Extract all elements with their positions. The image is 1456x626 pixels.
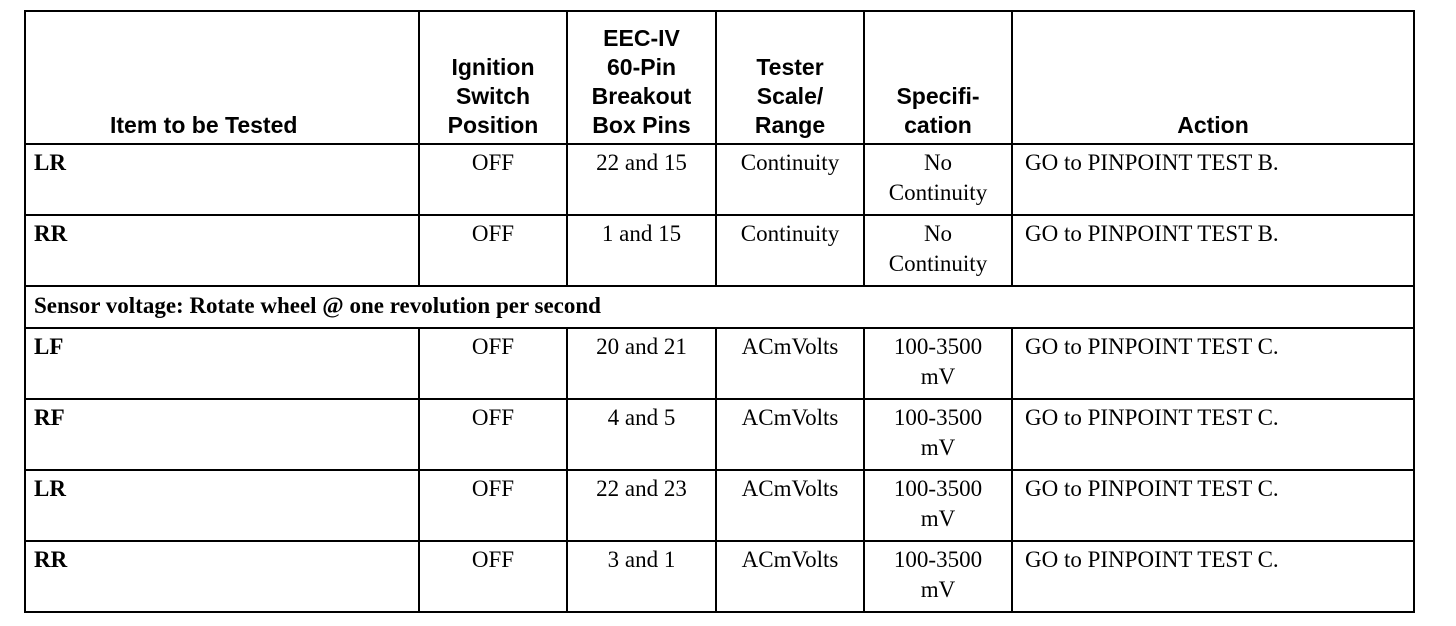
cell-spec: 100-3500 mV — [863, 327, 1013, 400]
cell-action: GO to PINPOINT TEST B. — [1011, 143, 1415, 216]
cell-ignition: OFF — [418, 143, 568, 216]
cell-scale: Continuity — [715, 143, 865, 216]
cell-scale: ACmVolts — [715, 327, 865, 400]
cell-ignition: OFF — [418, 469, 568, 542]
cell-item: LF — [24, 327, 420, 400]
header-item-to-be-tested: Item to be Tested — [24, 10, 420, 145]
cell-pins: 3 and 1 — [566, 540, 717, 613]
header-action: Action — [1011, 10, 1415, 145]
cell-spec: 100-3500 mV — [863, 398, 1013, 471]
cell-ignition: OFF — [418, 327, 568, 400]
cell-action: GO to PINPOINT TEST C. — [1011, 327, 1415, 400]
cell-spec: No Continuity — [863, 143, 1013, 216]
cell-pins: 22 and 15 — [566, 143, 717, 216]
cell-scale: Continuity — [715, 214, 865, 287]
cell-ignition: OFF — [418, 540, 568, 613]
cell-ignition: OFF — [418, 398, 568, 471]
cell-scale: ACmVolts — [715, 398, 865, 471]
cell-pins: 4 and 5 — [566, 398, 717, 471]
table-row: LF OFF 20 and 21 ACmVolts 100-3500 mV GO … — [24, 327, 1415, 400]
table-row: RF OFF 4 and 5 ACmVolts 100-3500 mV GO to… — [24, 398, 1415, 471]
cell-pins: 20 and 21 — [566, 327, 717, 400]
header-specification: Specifi- cation — [863, 10, 1013, 145]
cell-scale: ACmVolts — [715, 540, 865, 613]
cell-item: RF — [24, 398, 420, 471]
cell-ignition: OFF — [418, 214, 568, 287]
cell-action: GO to PINPOINT TEST C. — [1011, 469, 1415, 542]
table-row: LR OFF 22 and 23 ACmVolts 100-3500 mV GO … — [24, 469, 1415, 542]
cell-spec: 100-3500 mV — [863, 540, 1013, 613]
cell-item: LR — [24, 143, 420, 216]
section-row: Sensor voltage: Rotate wheel @ one revol… — [24, 285, 1415, 329]
cell-item: RR — [24, 540, 420, 613]
header-row: Item to be Tested Ignition Switch Positi… — [24, 10, 1415, 145]
test-spec-table: Item to be Tested Ignition Switch Positi… — [24, 10, 1415, 613]
cell-item: LR — [24, 469, 420, 542]
cell-pins: 22 and 23 — [566, 469, 717, 542]
cell-action: GO to PINPOINT TEST C. — [1011, 398, 1415, 471]
cell-spec: 100-3500 mV — [863, 469, 1013, 542]
cell-spec: No Continuity — [863, 214, 1013, 287]
cell-action: GO to PINPOINT TEST C. — [1011, 540, 1415, 613]
cell-pins: 1 and 15 — [566, 214, 717, 287]
header-breakout-box-pins: EEC-IV 60-Pin Breakout Box Pins — [566, 10, 717, 145]
header-tester-scale-range: Tester Scale/ Range — [715, 10, 865, 145]
cell-action: GO to PINPOINT TEST B. — [1011, 214, 1415, 287]
cell-scale: ACmVolts — [715, 469, 865, 542]
table-row: RR OFF 1 and 15 Continuity No Continuity … — [24, 214, 1415, 287]
header-ignition-switch-position: Ignition Switch Position — [418, 10, 568, 145]
table-row: RR OFF 3 and 1 ACmVolts 100-3500 mV GO to… — [24, 540, 1415, 613]
section-label: Sensor voltage: Rotate wheel @ one revol… — [24, 285, 1415, 329]
cell-item: RR — [24, 214, 420, 287]
table-row: LR OFF 22 and 15 Continuity No Continuity… — [24, 143, 1415, 216]
